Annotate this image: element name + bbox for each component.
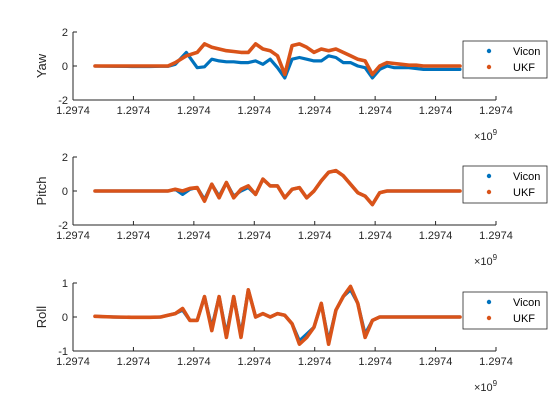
x-tick-label: 1.2974 (117, 356, 151, 368)
legend-label-vicon: Vicon (513, 297, 540, 309)
x-tick-label: 1.2974 (56, 105, 90, 117)
x-exponent-label: ×109 (474, 379, 498, 394)
subplot-yaw: -2 0 2 1.2974 1.2974 1.2974 1.2974 1.2974 1.2974… (34, 27, 548, 143)
series-line-ukf (93, 168, 462, 207)
x-tick-label: 1.2974 (177, 356, 211, 368)
y-tick-label: 2 (62, 152, 68, 164)
legend: Vicon UKF (462, 291, 548, 330)
legend-marker-vicon (486, 299, 492, 305)
y-tick-label: 2 (62, 27, 68, 39)
x-tick-label: 1.2974 (177, 105, 211, 117)
y-axis-label: Yaw (34, 53, 49, 78)
legend-label-ukf: UKF (513, 62, 535, 74)
legend-box (462, 291, 548, 330)
subplot-roll: -1 0 1 1.2974 1.2974 1.2974 1.2974 1.2974 1.2974… (34, 278, 548, 394)
legend: Vicon UKF (462, 40, 548, 79)
y-tick-label: 0 (62, 61, 68, 73)
x-tick-label: 1.2974 (117, 230, 151, 242)
legend-marker-vicon (486, 173, 492, 179)
y-tick-label: 0 (62, 312, 68, 324)
x-tick-label: 1.2974 (298, 356, 332, 368)
x-exponent-power: 9 (493, 253, 498, 262)
x-tick-label: 1.2974 (419, 356, 453, 368)
x-tick-label: 1.2974 (358, 230, 392, 242)
legend-marker-ukf (486, 189, 492, 195)
legend-marker-ukf (486, 64, 492, 70)
x-tick-label: 1.2974 (358, 356, 392, 368)
legend-marker-vicon (486, 48, 492, 54)
x-tick-label: 1.2974 (117, 105, 151, 117)
y-tick-label: 0 (62, 186, 68, 198)
x-exponent-base: ×10 (474, 131, 493, 143)
x-exponent-label: ×109 (474, 253, 498, 268)
subplot-pitch: -2 0 2 1.2974 1.2974 1.2974 1.2974 1.2974 1.2974… (34, 152, 548, 268)
x-tick-label: 1.2974 (479, 230, 513, 242)
x-tick-label: 1.2974 (237, 356, 271, 368)
x-exponent-base: ×10 (474, 382, 493, 394)
legend-box (462, 165, 548, 204)
legend-marker-ukf (486, 315, 492, 321)
series-line-vicon (93, 50, 462, 80)
y-tick-label: -1 (58, 346, 68, 358)
x-exponent-power: 9 (493, 379, 498, 388)
y-tick-label: -2 (58, 95, 68, 107)
legend-box (462, 40, 548, 79)
x-tick-label: 1.2974 (298, 105, 332, 117)
x-tick-label: 1.2974 (419, 105, 453, 117)
legend-label-ukf: UKF (513, 187, 535, 199)
x-tick-label: 1.2974 (177, 230, 211, 242)
y-axis-label: Roll (34, 306, 49, 329)
x-tick-label: 1.2974 (237, 105, 271, 117)
y-axis-label: Pitch (34, 177, 49, 206)
x-tick-label: 1.2974 (479, 105, 513, 117)
y-tick-label: 1 (62, 278, 68, 290)
x-tick-label: 1.2974 (298, 230, 332, 242)
x-tick-label: 1.2974 (56, 230, 90, 242)
series-line-ukf (93, 284, 462, 347)
y-tick-label: -2 (58, 220, 68, 232)
legend-label-vicon: Vicon (513, 171, 540, 183)
x-exponent-base: ×10 (474, 256, 493, 268)
x-tick-label: 1.2974 (479, 356, 513, 368)
x-tick-label: 1.2974 (56, 356, 90, 368)
x-tick-label: 1.2974 (237, 230, 271, 242)
legend: Vicon UKF (462, 165, 548, 204)
x-exponent-power: 9 (493, 128, 498, 137)
x-tick-label: 1.2974 (358, 105, 392, 117)
x-exponent-label: ×109 (474, 128, 498, 143)
series-line-ukf (93, 42, 462, 77)
legend-label-vicon: Vicon (513, 46, 540, 58)
legend-label-ukf: UKF (513, 313, 535, 325)
x-tick-label: 1.2974 (419, 230, 453, 242)
